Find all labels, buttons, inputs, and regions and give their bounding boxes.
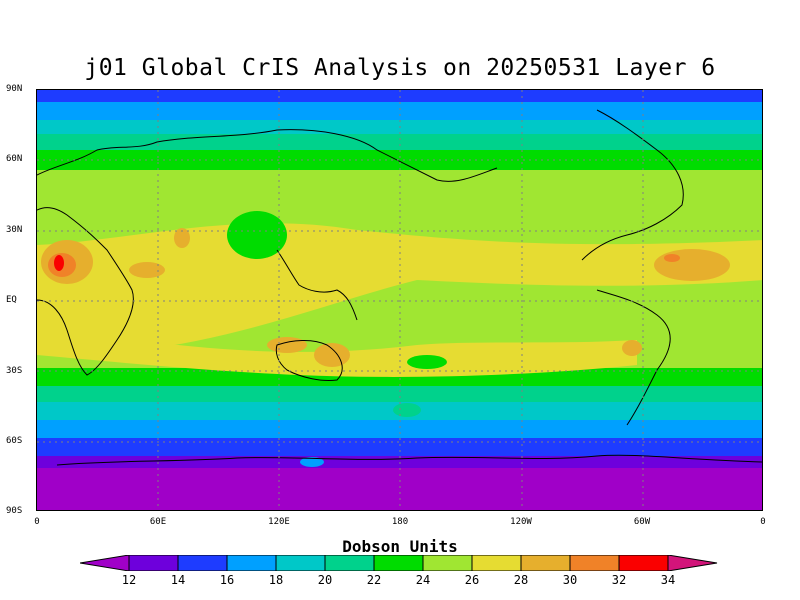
lon-label: 120E — [268, 517, 290, 527]
colorbar-tick: 20 — [317, 573, 333, 587]
lat-label: 30S — [6, 366, 23, 376]
colorbar-title: Dobson Units — [342, 537, 458, 556]
colorbar-segment — [569, 555, 620, 571]
colorbar-tick: 18 — [268, 573, 284, 587]
colorbar-segment — [226, 555, 277, 571]
colorbar-segment — [177, 555, 228, 571]
colorbar-segment — [471, 555, 522, 571]
colorbar — [80, 555, 718, 571]
colorbar-segment — [520, 555, 571, 571]
colorbar-tick: 34 — [660, 573, 676, 587]
lat-label: 60N — [6, 154, 23, 164]
lat-label: 60S — [6, 436, 23, 446]
lon-label: 0 — [34, 517, 40, 527]
lat-label: 30N — [6, 225, 23, 235]
colorbar-tick: 16 — [219, 573, 235, 587]
lon-label: 60E — [149, 517, 167, 527]
lat-label: 90S — [6, 506, 23, 516]
colorbar-tick: 26 — [464, 573, 480, 587]
colorbar-segment — [324, 555, 375, 571]
colorbar-min-arrow — [80, 555, 130, 571]
colorbar-segment — [422, 555, 473, 571]
lon-label: 180 — [391, 517, 409, 527]
colorbar-max-arrow — [667, 555, 718, 571]
lon-label: 120W — [510, 517, 532, 527]
colorbar-segment — [618, 555, 669, 571]
lon-label: 60W — [633, 517, 651, 527]
lat-label: EQ — [6, 295, 17, 305]
colorbar-tick: 28 — [513, 573, 529, 587]
colorbar-tick: 32 — [611, 573, 627, 587]
colorbar-tick: 24 — [415, 573, 431, 587]
colorbar-segment — [128, 555, 179, 571]
map-title: j01 Global CrIS Analysis on 20250531 Lay… — [84, 55, 716, 81]
colorbar-tick: 12 — [121, 573, 137, 587]
ozone-map — [36, 89, 763, 511]
colorbar-tick: 30 — [562, 573, 578, 587]
lat-label: 90N — [6, 84, 23, 94]
colorbar-tick: 14 — [170, 573, 186, 587]
colorbar-segment — [275, 555, 326, 571]
colorbar-segment — [373, 555, 424, 571]
ozone-field — [37, 90, 762, 510]
lon-label: 0 — [760, 517, 766, 527]
colorbar-tick: 22 — [366, 573, 382, 587]
